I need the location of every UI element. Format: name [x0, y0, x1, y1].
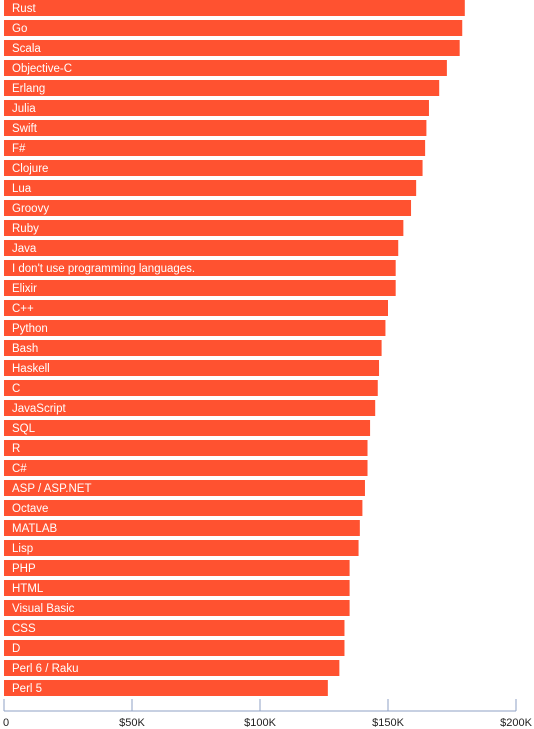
bar-3 [4, 60, 447, 76]
bar-label-22: R [12, 443, 20, 455]
bar-9 [4, 180, 417, 196]
bar-27 [4, 540, 359, 556]
bar-label-14: Elixir [12, 283, 37, 295]
bar-label-28: PHP [12, 563, 36, 575]
bar-label-9: Lua [12, 183, 32, 195]
bar-1 [4, 20, 463, 36]
x-tick-label-3: $150K [372, 717, 404, 729]
bar-8 [4, 160, 423, 176]
bar-label-19: C [12, 383, 20, 395]
bar-5 [4, 100, 429, 116]
bar-label-27: Lisp [12, 543, 33, 555]
bar-31 [4, 620, 345, 636]
bar-label-31: CSS [12, 623, 36, 635]
bar-21 [4, 420, 371, 436]
bar-label-13: I don't use programming languages. [12, 263, 195, 275]
bar-label-12: Java [12, 243, 37, 255]
bar-label-16: Python [12, 323, 48, 335]
bar-2 [4, 40, 460, 56]
bar-33 [4, 660, 340, 676]
bar-label-29: HTML [12, 583, 44, 595]
bars-group: Rust Go Scala Objective-C Erlang Julia Swift F#… [4, 0, 465, 696]
bar-label-18: Haskell [12, 363, 50, 375]
bar-10 [4, 200, 412, 216]
x-tick-label-4: $200K [500, 717, 532, 729]
bar-19 [4, 380, 378, 396]
bar-23 [4, 460, 368, 476]
bar-18 [4, 360, 380, 376]
x-tick-label-2: $100K [244, 717, 276, 729]
bar-label-25: Octave [12, 503, 48, 515]
bar-label-4: Erlang [12, 83, 45, 95]
bar-12 [4, 240, 399, 256]
bar-11 [4, 220, 404, 236]
bar-24 [4, 480, 365, 496]
bar-13 [4, 260, 396, 276]
bar-label-24: ASP / ASP.NET [12, 483, 91, 495]
bar-label-17: Bash [12, 343, 38, 355]
bar-4 [4, 80, 440, 96]
bar-label-11: Ruby [12, 223, 39, 235]
bar-label-2: Scala [12, 43, 41, 55]
bar-label-7: F# [12, 143, 26, 155]
bar-16 [4, 320, 386, 336]
bar-label-20: JavaScript [12, 403, 66, 415]
bar-label-6: Swift [12, 123, 38, 135]
bar-label-0: Rust [12, 3, 36, 15]
bar-label-1: Go [12, 23, 27, 35]
bar-label-26: MATLAB [12, 523, 57, 535]
bar-label-15: C++ [12, 303, 34, 315]
x-tick-label-0: 0 [3, 717, 9, 729]
bar-26 [4, 520, 360, 536]
x-axis: 0 $50K $100K $150K $200K [3, 699, 533, 729]
bar-20 [4, 400, 376, 416]
bar-34 [4, 680, 328, 696]
bar-32 [4, 640, 345, 656]
bar-25 [4, 500, 363, 516]
bar-15 [4, 300, 388, 316]
bar-29 [4, 580, 350, 596]
bar-label-8: Clojure [12, 163, 48, 175]
bar-label-21: SQL [12, 423, 36, 435]
bar-label-23: C# [12, 463, 27, 475]
bar-22 [4, 440, 368, 456]
bar-28 [4, 560, 350, 576]
bar-7 [4, 140, 426, 156]
bar-label-34: Perl 5 [12, 683, 42, 695]
bar-label-33: Perl 6 / Raku [12, 663, 78, 675]
x-tick-label-1: $50K [119, 717, 145, 729]
bar-0 [4, 0, 465, 16]
bar-label-10: Groovy [12, 203, 49, 215]
bar-label-3: Objective-C [12, 63, 72, 75]
bar-17 [4, 340, 382, 356]
bar-label-32: D [12, 643, 20, 655]
bar-30 [4, 600, 350, 616]
bar-14 [4, 280, 396, 296]
bar-label-5: Julia [12, 103, 36, 115]
bar-label-30: Visual Basic [12, 603, 75, 615]
bar-6 [4, 120, 427, 136]
